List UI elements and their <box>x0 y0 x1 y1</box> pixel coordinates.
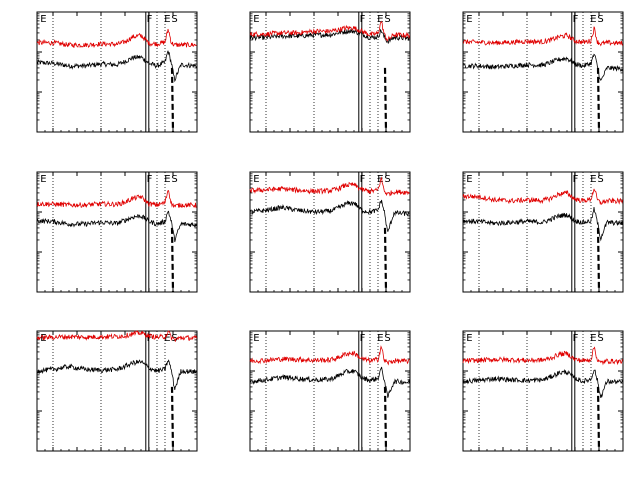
events-series-line <box>249 199 410 232</box>
marker-letter-e: E <box>590 174 596 185</box>
marker-letter-e: E <box>590 333 596 344</box>
marker-letter-e: E <box>253 174 259 185</box>
dashed-drop-line <box>170 227 175 293</box>
dashed-drop-line <box>383 227 388 293</box>
marker-letter-s: S <box>597 14 603 25</box>
lld-series-line <box>249 20 410 42</box>
marker-letter-f: F <box>573 174 579 185</box>
marker-letter-s: S <box>171 333 177 344</box>
marker-letter-e: E <box>164 174 170 185</box>
events-series-line <box>462 207 623 242</box>
dashed-drop-line <box>596 386 601 452</box>
lld-series-line <box>462 188 623 206</box>
dashed-drop-line <box>170 67 175 133</box>
marker-letter-f: F <box>360 174 366 185</box>
marker-letter-e: E <box>466 14 472 25</box>
marker-letter-f: F <box>147 333 153 344</box>
marker-letter-e: E <box>40 14 46 25</box>
lld-series-line <box>36 28 197 49</box>
marker-letter-e: E <box>466 174 472 185</box>
marker-letter-f: F <box>360 14 366 25</box>
lld-series-line <box>249 345 410 366</box>
marker-letter-e: E <box>377 14 383 25</box>
events-series-line <box>462 369 623 398</box>
marker-letter-e: E <box>377 333 383 344</box>
dashed-drop-line <box>383 67 388 133</box>
marker-letter-s: S <box>597 333 603 344</box>
events-series-line <box>249 27 410 44</box>
lld-series-line <box>36 190 197 209</box>
dashed-drop-line <box>170 386 175 452</box>
lld-series-line <box>249 176 410 197</box>
lld-series-line <box>462 26 623 47</box>
lld-series-line <box>462 346 623 366</box>
marker-letter-f: F <box>360 333 366 344</box>
marker-letter-e: E <box>590 14 596 25</box>
marker-letter-s: S <box>597 174 603 185</box>
marker-letter-f: F <box>573 333 579 344</box>
marker-letter-s: S <box>384 14 390 25</box>
marker-letter-s: S <box>384 333 390 344</box>
events-series-line <box>36 210 197 243</box>
marker-letter-e: E <box>40 174 46 185</box>
dashed-drop-line <box>596 227 601 293</box>
lld-series-line <box>36 330 197 342</box>
marker-letter-f: F <box>147 174 153 185</box>
events-series-line <box>249 366 410 398</box>
dashed-drop-line <box>383 386 388 452</box>
marker-letter-s: S <box>171 14 177 25</box>
marker-letter-e: E <box>253 14 259 25</box>
marker-letter-e: E <box>466 333 472 344</box>
events-series-line <box>462 53 623 81</box>
marker-letter-e: E <box>164 14 170 25</box>
marker-letter-e: E <box>164 333 170 344</box>
dashed-drop-line <box>596 67 601 133</box>
marker-letter-f: F <box>573 14 579 25</box>
marker-letter-s: S <box>171 174 177 185</box>
events-series-line <box>36 50 197 83</box>
marker-letter-f: F <box>147 14 153 25</box>
events-series-line <box>36 359 197 390</box>
marker-letter-s: S <box>384 174 390 185</box>
marker-letter-e: E <box>253 333 259 344</box>
